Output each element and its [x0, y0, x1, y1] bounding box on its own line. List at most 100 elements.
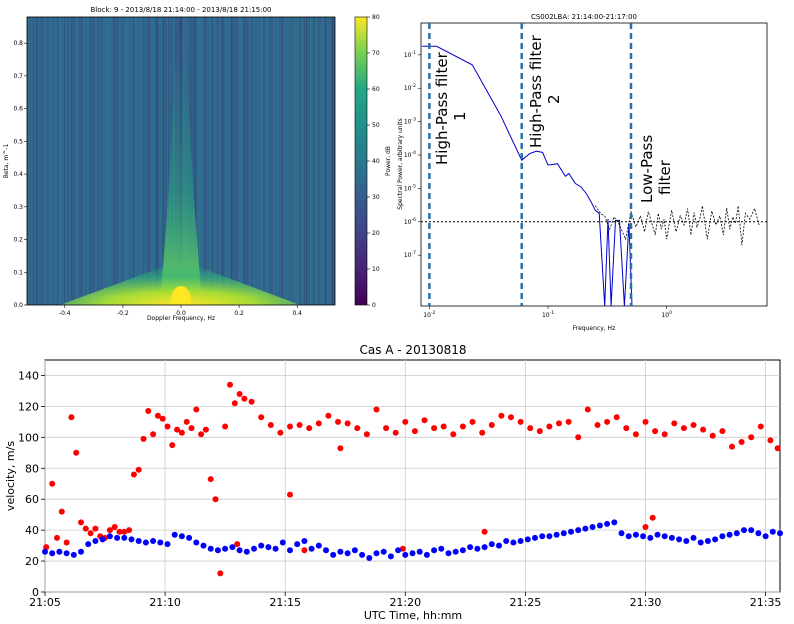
heatmap-streak — [141, 17, 143, 305]
velocity-point-blue — [366, 555, 373, 561]
velocity-point-red — [159, 415, 166, 422]
heatmap-panel: Block: 9 - 2013/8/18 21:14:00 - 2013/8/1… — [3, 6, 392, 322]
heatmap-streak — [295, 17, 297, 305]
heatmap-streak — [77, 17, 79, 305]
heatmap-streak — [137, 17, 139, 305]
heatmap-streak — [211, 17, 213, 305]
velocity-point-red — [421, 417, 428, 424]
velocity-y-label: velocity, m/s — [4, 441, 17, 511]
heatmap-streak — [85, 17, 87, 305]
heatmap-streak — [169, 17, 171, 305]
velocity-point-red — [130, 471, 137, 478]
velocity-point-blue — [661, 533, 668, 540]
velocity-point-blue — [85, 541, 92, 548]
velocity-point-blue — [178, 533, 185, 540]
velocity-point-red — [700, 426, 707, 433]
velocity-x-tick-label: 21:05 — [29, 596, 61, 609]
heatmap-streak — [247, 17, 249, 305]
velocity-point-red — [202, 426, 209, 433]
heatmap-streak — [283, 17, 285, 305]
velocity-point-blue — [150, 538, 157, 544]
velocity-point-blue — [351, 547, 358, 554]
velocity-point-blue — [524, 536, 531, 543]
velocity-point-blue — [395, 547, 402, 554]
heatmap-streak — [249, 17, 251, 305]
heatmap-dark-streak — [308, 17, 310, 305]
velocity-point-red — [450, 431, 457, 438]
heatmap-streak — [111, 17, 113, 305]
velocity-point-blue — [546, 533, 553, 540]
velocity-point-red — [373, 406, 380, 413]
velocity-point-blue — [380, 548, 387, 555]
filter-annotation-lp-line2: filter — [656, 159, 674, 195]
heatmap-streak — [115, 17, 117, 305]
heatmap-streak — [149, 17, 151, 305]
velocity-point-blue — [503, 538, 510, 544]
velocity-point-red — [440, 423, 447, 430]
velocity-point-blue — [445, 550, 452, 557]
heatmap-streak — [317, 17, 319, 305]
heatmap-texture — [27, 17, 335, 305]
velocity-point-red — [546, 423, 553, 430]
velocity-point-blue — [589, 524, 596, 530]
velocity-point-red — [178, 429, 185, 436]
velocity-point-blue — [488, 541, 495, 548]
velocity-point-blue — [474, 545, 481, 552]
heatmap-streak — [197, 17, 199, 305]
velocity-point-blue — [683, 538, 690, 544]
spectrum-y-tick-label: 10-6 — [404, 217, 416, 226]
velocity-point-blue — [625, 533, 632, 540]
heatmap-dark-streak — [306, 17, 308, 305]
heatmap-streak — [333, 17, 335, 305]
velocity-point-red — [287, 491, 293, 498]
heatmap-streak — [199, 17, 201, 305]
velocity-point-red — [481, 528, 488, 535]
velocity-point-blue — [214, 547, 221, 554]
velocity-point-red — [671, 420, 678, 427]
heatmap-streak — [293, 17, 295, 305]
heatmap-x-tick-label: 0.2 — [234, 310, 244, 317]
heatmap-dark-streak — [64, 17, 66, 305]
heatmap-streak — [269, 17, 271, 305]
heatmap-x-tick-label: -0.4 — [59, 310, 71, 317]
velocity-point-blue — [200, 542, 207, 549]
velocity-point-red — [183, 418, 190, 425]
heatmap-streak — [315, 17, 317, 305]
velocity-x-tick-label: 21:20 — [389, 596, 421, 609]
heatmap-streak — [275, 17, 277, 305]
velocity-point-blue — [279, 539, 286, 546]
heatmap-streak — [245, 17, 247, 305]
velocity-x-tick-label: 21:15 — [269, 596, 301, 609]
spectrum-y-tick-label: 10-3 — [404, 117, 416, 126]
velocity-point-blue — [704, 538, 711, 544]
velocity-point-blue — [423, 551, 430, 558]
heatmap-streak — [235, 17, 237, 305]
velocity-point-blue — [229, 544, 236, 551]
heatmap-streak — [91, 17, 93, 305]
velocity-point-blue — [236, 547, 243, 554]
heatmap-streak — [43, 17, 45, 305]
spectrum-y-tick-label: 10-2 — [404, 83, 416, 92]
velocity-point-red — [757, 423, 764, 430]
velocity-point-blue — [135, 538, 142, 544]
heatmap-streak — [119, 17, 121, 305]
velocity-point-red — [150, 431, 157, 438]
velocity-point-red — [325, 412, 332, 419]
heatmap-streak — [213, 17, 215, 305]
velocity-point-red — [54, 534, 60, 541]
velocity-point-red — [145, 408, 152, 414]
heatmap-y-tick-label: 0.7 — [13, 73, 23, 80]
velocity-point-blue — [222, 545, 229, 552]
velocity-point-blue — [63, 550, 70, 557]
velocity-point-red — [217, 570, 224, 577]
velocity-point-red — [198, 431, 205, 438]
heatmap-streak — [233, 17, 235, 305]
heatmap-y-tick-label: 0.0 — [13, 302, 23, 309]
velocity-point-blue — [387, 553, 394, 560]
heatmap-streak — [89, 17, 91, 305]
velocity-point-red — [106, 527, 113, 534]
heatmap-dark-streak — [143, 17, 145, 305]
heatmap-streak — [53, 17, 55, 305]
heatmap-streak — [271, 17, 273, 305]
